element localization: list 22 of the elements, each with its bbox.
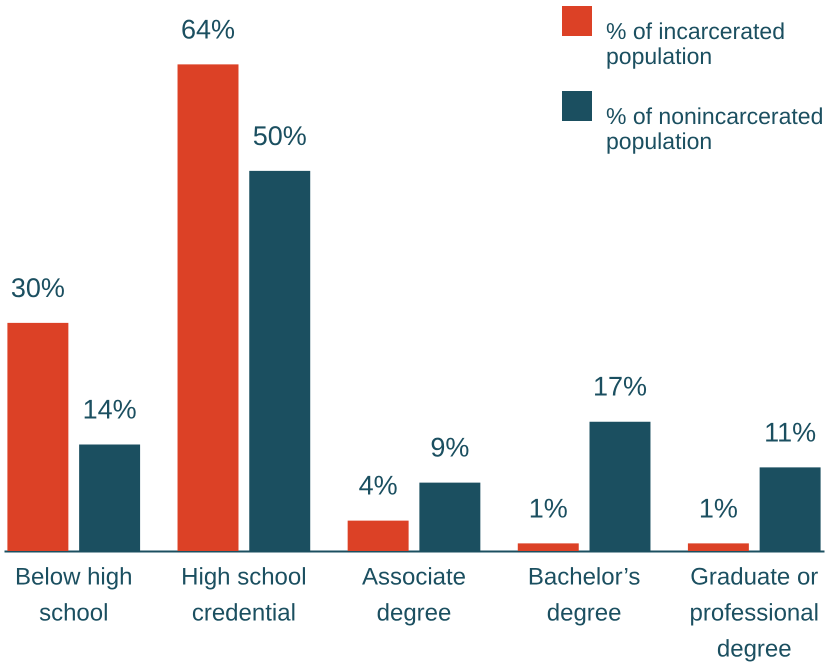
x-tick-label: Associate degree bbox=[362, 564, 466, 626]
data-label: 14% bbox=[82, 394, 137, 425]
data-label: 4% bbox=[358, 470, 398, 501]
data-label: 50% bbox=[252, 120, 307, 151]
data-label: 17% bbox=[592, 372, 648, 402]
data-label: 9% bbox=[430, 432, 470, 463]
data-label: 1% bbox=[528, 493, 568, 524]
bar bbox=[7, 322, 68, 551]
bar bbox=[348, 520, 409, 551]
x-tick-label: Below high school bbox=[15, 564, 132, 626]
bar bbox=[688, 543, 749, 551]
bar bbox=[178, 64, 238, 551]
data-label: 30% bbox=[10, 272, 65, 303]
data-label: 64% bbox=[180, 14, 236, 44]
legend-label: % of nonincarcerated population bbox=[606, 103, 824, 154]
legend-label: % of incarcerated population bbox=[606, 18, 785, 69]
data-label: 11% bbox=[764, 417, 816, 448]
x-tick-label: Bachelor’s degree bbox=[528, 564, 640, 626]
x-tick-label: High school credential bbox=[181, 564, 307, 626]
x-tick-label: Graduate or professional degree bbox=[690, 564, 819, 662]
bar bbox=[518, 543, 579, 551]
data-label: 1% bbox=[698, 493, 738, 524]
